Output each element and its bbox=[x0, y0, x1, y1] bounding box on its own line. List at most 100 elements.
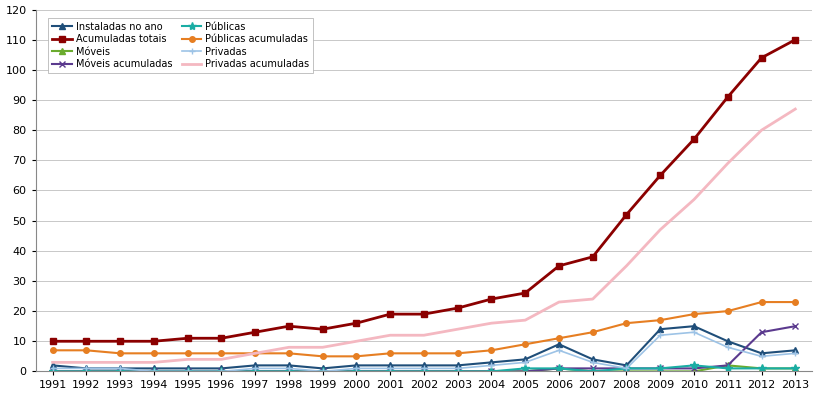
Privadas acumuladas bbox=[453, 327, 463, 331]
Públicas bbox=[115, 369, 125, 374]
Móveis bbox=[182, 369, 192, 374]
Privadas bbox=[689, 330, 699, 335]
Móveis bbox=[47, 369, 57, 374]
Instaladas no ano bbox=[588, 357, 598, 362]
Públicas acumuladas bbox=[115, 351, 125, 356]
Públicas acumuladas bbox=[520, 342, 530, 346]
Privadas acumuladas bbox=[82, 360, 92, 365]
Instaladas no ano bbox=[47, 363, 57, 368]
Privadas bbox=[317, 369, 327, 374]
Públicas bbox=[622, 366, 631, 371]
Móveis bbox=[689, 369, 699, 374]
Privadas acumuladas bbox=[689, 197, 699, 202]
Instaladas no ano bbox=[182, 366, 192, 371]
Privadas acumuladas bbox=[115, 360, 125, 365]
Acumuladas totais bbox=[250, 330, 260, 335]
Line: Públicas: Públicas bbox=[48, 361, 799, 375]
Privadas bbox=[419, 366, 429, 371]
Instaladas no ano bbox=[149, 366, 159, 371]
Acumuladas totais bbox=[453, 306, 463, 310]
Instaladas no ano bbox=[217, 366, 227, 371]
Acumuladas totais bbox=[655, 173, 665, 178]
Privadas bbox=[723, 345, 733, 350]
Instaladas no ano bbox=[250, 363, 260, 368]
Acumuladas totais bbox=[284, 324, 294, 329]
Acumuladas totais bbox=[520, 291, 530, 295]
Móveis bbox=[655, 369, 665, 374]
Instaladas no ano bbox=[520, 357, 530, 362]
Privadas acumuladas bbox=[723, 161, 733, 166]
Móveis acumuladas bbox=[352, 369, 362, 374]
Móveis bbox=[115, 369, 125, 374]
Acumuladas totais bbox=[757, 55, 766, 60]
Móveis bbox=[723, 363, 733, 368]
Públicas bbox=[47, 369, 57, 374]
Móveis acumuladas bbox=[554, 366, 564, 371]
Públicas acumuladas bbox=[82, 348, 92, 353]
Privadas acumuladas bbox=[385, 333, 395, 338]
Públicas bbox=[317, 369, 327, 374]
Móveis bbox=[250, 369, 260, 374]
Móveis acumuladas bbox=[284, 369, 294, 374]
Públicas acumuladas bbox=[588, 330, 598, 335]
Acumuladas totais bbox=[82, 339, 92, 344]
Privadas bbox=[520, 360, 530, 365]
Acumuladas totais bbox=[622, 212, 631, 217]
Públicas bbox=[182, 369, 192, 374]
Acumuladas totais bbox=[419, 312, 429, 316]
Acumuladas totais bbox=[47, 339, 57, 344]
Públicas acumuladas bbox=[723, 309, 733, 314]
Móveis bbox=[487, 369, 497, 374]
Públicas bbox=[419, 369, 429, 374]
Móveis acumuladas bbox=[520, 369, 530, 374]
Móveis acumuladas bbox=[790, 324, 800, 329]
Públicas bbox=[284, 369, 294, 374]
Públicas bbox=[757, 366, 766, 371]
Acumuladas totais bbox=[588, 255, 598, 259]
Públicas acumuladas bbox=[182, 351, 192, 356]
Móveis acumuladas bbox=[757, 330, 766, 335]
Privadas bbox=[554, 348, 564, 353]
Públicas bbox=[655, 366, 665, 371]
Móveis bbox=[284, 369, 294, 374]
Móveis acumuladas bbox=[419, 369, 429, 374]
Instaladas no ano bbox=[554, 342, 564, 346]
Móveis acumuladas bbox=[588, 366, 598, 371]
Privadas acumuladas bbox=[352, 339, 362, 344]
Instaladas no ano bbox=[723, 339, 733, 344]
Públicas bbox=[352, 369, 362, 374]
Privadas acumuladas bbox=[250, 351, 260, 356]
Instaladas no ano bbox=[284, 363, 294, 368]
Públicas acumuladas bbox=[655, 318, 665, 322]
Acumuladas totais bbox=[149, 339, 159, 344]
Públicas bbox=[790, 366, 800, 371]
Públicas acumuladas bbox=[622, 321, 631, 326]
Móveis bbox=[453, 369, 463, 374]
Móveis bbox=[588, 369, 598, 374]
Privadas acumuladas bbox=[588, 297, 598, 301]
Acumuladas totais bbox=[317, 327, 327, 331]
Privadas acumuladas bbox=[149, 360, 159, 365]
Privadas bbox=[385, 366, 395, 371]
Acumuladas totais bbox=[554, 263, 564, 268]
Móveis acumuladas bbox=[655, 366, 665, 371]
Instaladas no ano bbox=[385, 363, 395, 368]
Privadas bbox=[453, 366, 463, 371]
Privadas acumuladas bbox=[757, 128, 766, 133]
Móveis acumuladas bbox=[385, 369, 395, 374]
Privadas acumuladas bbox=[790, 107, 800, 111]
Móveis bbox=[82, 369, 92, 374]
Privadas bbox=[182, 369, 192, 374]
Privadas acumuladas bbox=[419, 333, 429, 338]
Móveis acumuladas bbox=[149, 369, 159, 374]
Públicas bbox=[487, 369, 497, 374]
Instaladas no ano bbox=[317, 366, 327, 371]
Acumuladas totais bbox=[182, 336, 192, 341]
Line: Instaladas no ano: Instaladas no ano bbox=[50, 324, 798, 371]
Privadas bbox=[757, 354, 766, 359]
Móveis acumuladas bbox=[689, 366, 699, 371]
Públicas acumuladas bbox=[317, 354, 327, 359]
Públicas acumuladas bbox=[385, 351, 395, 356]
Instaladas no ano bbox=[790, 348, 800, 353]
Line: Móveis acumuladas: Móveis acumuladas bbox=[49, 323, 798, 375]
